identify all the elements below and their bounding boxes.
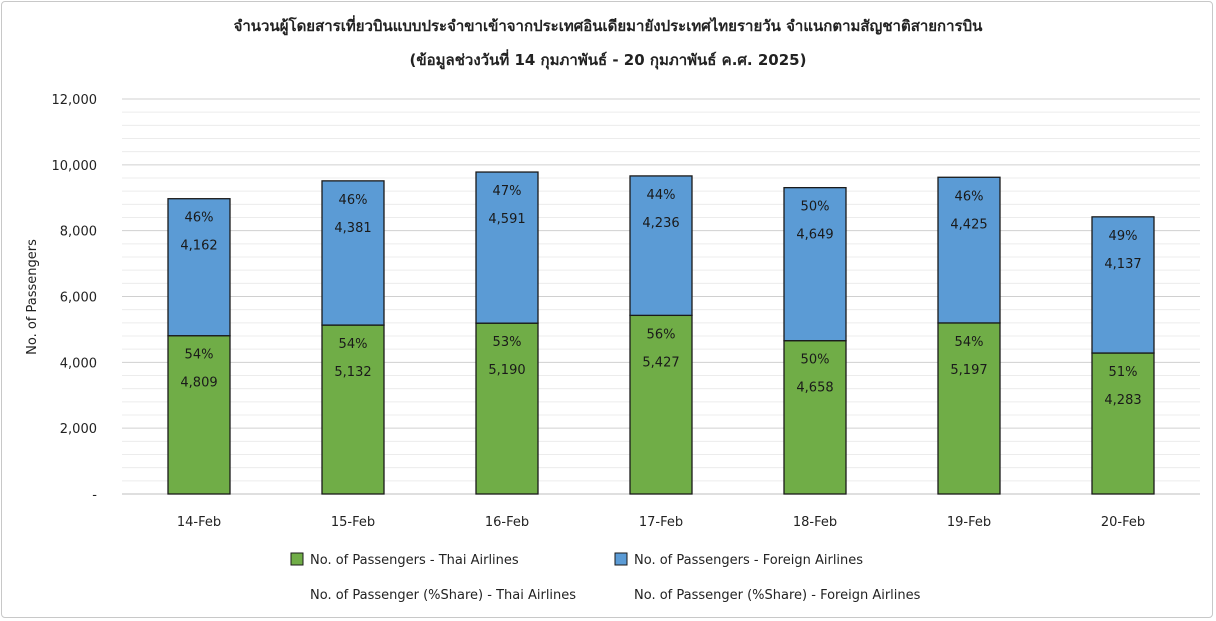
share-label-thai: 56%: [647, 327, 676, 342]
bar-foreign-airlines: [1091, 216, 1155, 354]
x-tick-label: 20-Feb: [1101, 515, 1145, 530]
legend-swatch: [290, 552, 304, 566]
share-label-foreign: 46%: [955, 189, 984, 204]
value-label-thai: 5,197: [950, 363, 987, 378]
bar-foreign-airlines: [783, 186, 847, 342]
share-label-foreign: 46%: [185, 211, 214, 226]
legend-swatch: [614, 552, 628, 566]
value-label-foreign: 4,236: [642, 216, 679, 231]
y-tick-label: 8,000: [60, 225, 97, 240]
y-tick-label: 6,000: [60, 291, 97, 306]
share-label-thai: 54%: [185, 348, 214, 363]
share-label-foreign: 49%: [1109, 229, 1138, 244]
value-label-thai: 4,658: [796, 381, 833, 396]
value-label-foreign: 4,137: [1104, 257, 1141, 272]
legend-label: No. of Passengers - Thai Airlines: [310, 553, 519, 568]
x-tick-label: 18-Feb: [793, 515, 837, 530]
bar-foreign-airlines: [937, 176, 1001, 324]
bar-foreign-airlines: [167, 198, 231, 337]
x-tick-label: 19-Feb: [947, 515, 991, 530]
value-label-thai: 4,283: [1104, 393, 1141, 408]
share-label-thai: 54%: [339, 337, 368, 352]
value-label-thai: 5,190: [488, 363, 525, 378]
y-axis-title: No. of Passengers: [25, 239, 40, 355]
y-tick-label: 2,000: [60, 422, 97, 437]
share-label-foreign: 46%: [339, 193, 368, 208]
value-label-thai: 5,427: [642, 355, 679, 370]
share-label-foreign: 47%: [493, 184, 522, 199]
value-label-foreign: 4,591: [488, 212, 525, 227]
bar-foreign-airlines: [321, 180, 385, 326]
legend-label: No. of Passengers - Foreign Airlines: [634, 553, 863, 568]
bar-thai-airlines: [783, 340, 847, 495]
bar-thai-airlines: [1091, 352, 1155, 495]
share-label-thai: 51%: [1109, 365, 1138, 380]
bar-thai-airlines: [167, 335, 231, 495]
value-label-thai: 5,132: [334, 365, 371, 380]
y-tick-label: 4,000: [60, 356, 97, 371]
x-tick-label: 14-Feb: [177, 515, 221, 530]
y-tick-label: 12,000: [52, 93, 98, 108]
value-label-foreign: 4,381: [334, 221, 371, 236]
bar-foreign-airlines: [629, 175, 693, 317]
y-tick-label: -: [92, 488, 97, 503]
legend-label: No. of Passenger (%Share) - Foreign Airl…: [634, 588, 921, 603]
bar-thai-airlines: [937, 322, 1001, 495]
share-label-thai: 54%: [955, 335, 984, 350]
share-label-foreign: 44%: [647, 188, 676, 203]
bar-thai-airlines: [475, 322, 539, 495]
value-label-foreign: 4,162: [180, 239, 217, 254]
bar-thai-airlines: [629, 314, 693, 495]
legend-label: No. of Passenger (%Share) - Thai Airline…: [310, 588, 576, 603]
bar-foreign-airlines: [475, 171, 539, 324]
share-label-thai: 50%: [801, 353, 830, 368]
chart-subtitle: (ข้อมูลช่วงวันที่ 14 กุมภาพันธ์ - 20 กุม…: [409, 51, 807, 69]
x-tick-label: 17-Feb: [639, 515, 683, 530]
bar-thai-airlines: [321, 324, 385, 495]
value-label-foreign: 4,649: [796, 228, 833, 243]
chart-title: จำนวนผู้โดยสารเที่ยวบินแบบประจำขาเข้าจาก…: [233, 17, 983, 35]
y-tick-label: 10,000: [52, 159, 98, 174]
share-label-foreign: 50%: [801, 200, 830, 215]
x-tick-label: 16-Feb: [485, 515, 529, 530]
share-label-thai: 53%: [493, 335, 522, 350]
value-label-foreign: 4,425: [950, 217, 987, 232]
x-tick-label: 15-Feb: [331, 515, 375, 530]
value-label-thai: 4,809: [180, 376, 217, 391]
